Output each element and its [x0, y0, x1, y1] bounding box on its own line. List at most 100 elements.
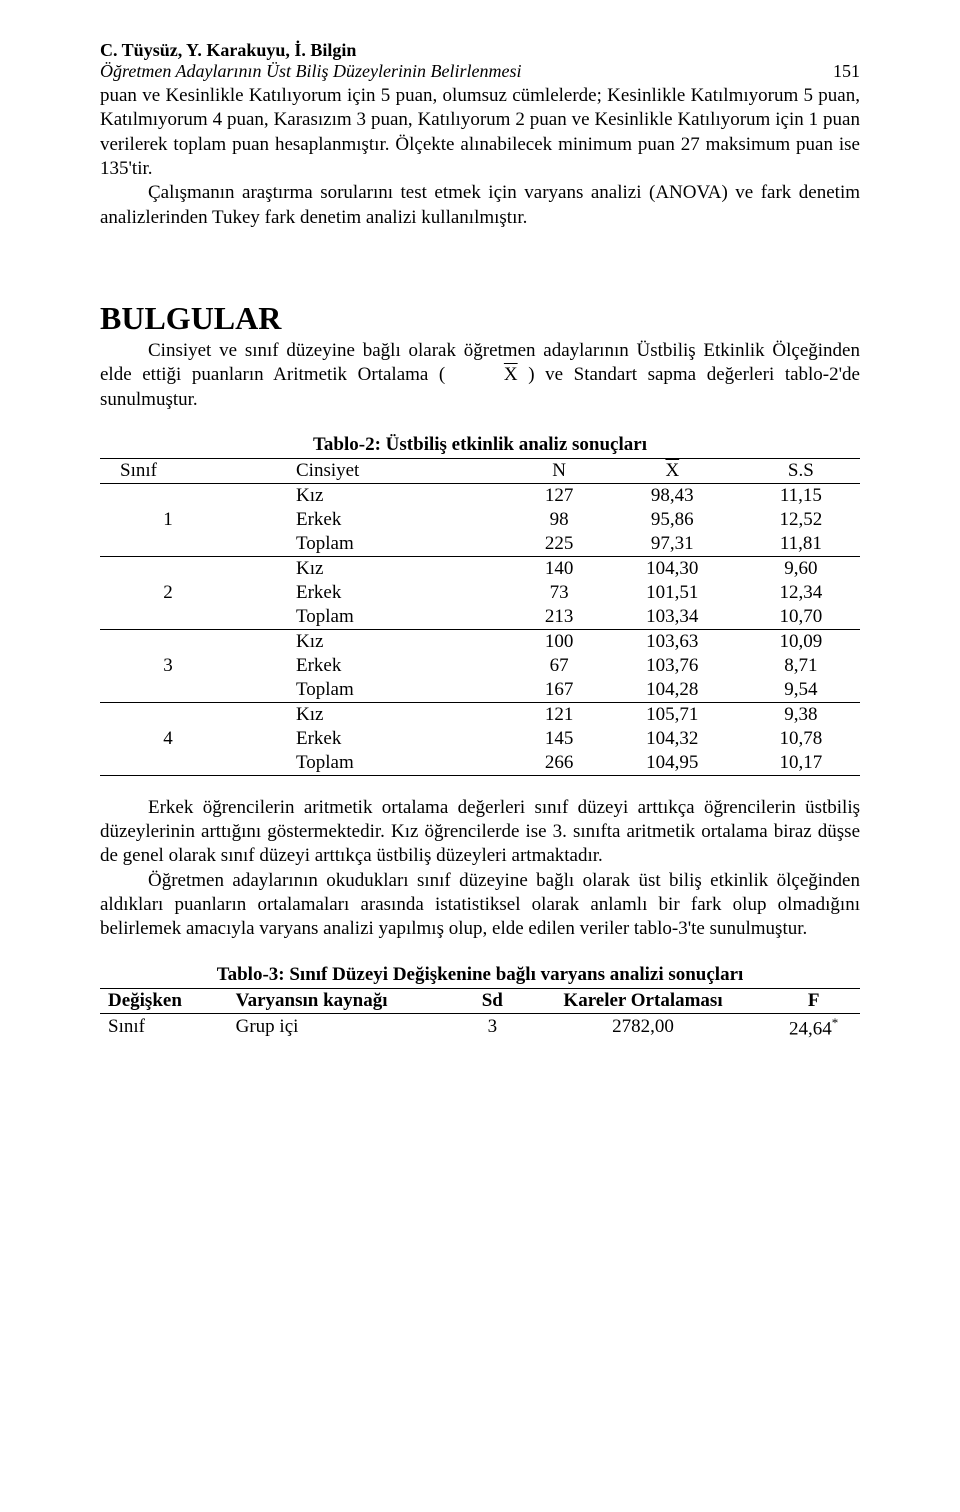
table3-kaynak: Grup içi: [228, 1013, 466, 1041]
xbar-symbol: X: [456, 363, 518, 387]
table2-n: 121: [515, 702, 602, 727]
table-row: Kız100103,6310,09: [100, 629, 860, 654]
table2-h-n: N: [515, 458, 602, 483]
table3: Değişken Varyansın kaynağı Sd Kareler Or…: [100, 988, 860, 1041]
table2-x: 103,63: [603, 629, 742, 654]
table2-x: 95,86: [603, 508, 742, 532]
table-row: 4Erkek145104,3210,78: [100, 727, 860, 751]
table2-ss: 10,78: [742, 727, 860, 751]
table2-sinif-blank: [100, 678, 236, 703]
table2-cinsiyet: Erkek: [236, 727, 515, 751]
table2-n: 100: [515, 629, 602, 654]
table2-sinif-blank: [100, 702, 236, 727]
table2-n: 266: [515, 751, 602, 776]
table2-cinsiyet: Kız: [236, 702, 515, 727]
table2-ss: 9,60: [742, 556, 860, 581]
table-row: Kız140104,309,60: [100, 556, 860, 581]
table3-h-f: F: [767, 988, 860, 1013]
table2-cinsiyet: Toplam: [236, 678, 515, 703]
table-row: 3Erkek67103,768,71: [100, 654, 860, 678]
table2-ss: 10,70: [742, 605, 860, 630]
table2-cinsiyet: Kız: [236, 483, 515, 508]
table2-cinsiyet: Erkek: [236, 508, 515, 532]
table2-x: 104,30: [603, 556, 742, 581]
table-row: Toplam167104,289,54: [100, 678, 860, 703]
table2-x: 97,31: [603, 532, 742, 557]
table-row: Toplam213103,3410,70: [100, 605, 860, 630]
page-container: C. Tüysüz, Y. Karakuyu, İ. Bilgin Öğretm…: [0, 0, 960, 1512]
table2-n: 225: [515, 532, 602, 557]
table2-sinif-blank: [100, 532, 236, 557]
table-row: 2Erkek73101,5112,34: [100, 581, 860, 605]
table2-n: 127: [515, 483, 602, 508]
table2-h-xbar: X: [603, 458, 742, 483]
table2-sinif-blank: [100, 556, 236, 581]
table2-cinsiyet: Toplam: [236, 751, 515, 776]
table2-cinsiyet: Erkek: [236, 654, 515, 678]
table2: Sınıf Cinsiyet N X S.S Kız12798,4311,151…: [100, 458, 860, 776]
table2-ss: 11,81: [742, 532, 860, 557]
table2-cinsiyet: Erkek: [236, 581, 515, 605]
table2-ss: 12,52: [742, 508, 860, 532]
table2-sinif: 1: [100, 508, 236, 532]
table2-x: 104,28: [603, 678, 742, 703]
table2-ss: 9,54: [742, 678, 860, 703]
table2-cinsiyet: Toplam: [236, 532, 515, 557]
table2-caption: Tablo-2: Üstbiliş etkinlik analiz sonuçl…: [100, 434, 860, 456]
page-number: 151: [833, 61, 860, 82]
table-row: Toplam22597,3111,81: [100, 532, 860, 557]
table3-h-kaynak: Varyansın kaynağı: [228, 988, 466, 1013]
table2-x: 105,71: [603, 702, 742, 727]
table3-f: 24,64*: [767, 1013, 860, 1041]
table2-ss: 10,17: [742, 751, 860, 776]
table2-x: 104,32: [603, 727, 742, 751]
header-subtitle-line: Öğretmen Adaylarının Üst Biliş Düzeyleri…: [100, 61, 860, 82]
table2-cinsiyet: Kız: [236, 629, 515, 654]
table2-n: 140: [515, 556, 602, 581]
table2-ss: 11,15: [742, 483, 860, 508]
table3-h-kareler: Kareler Ortalaması: [519, 988, 768, 1013]
table2-cinsiyet: Kız: [236, 556, 515, 581]
table3-h-degisken: Değişken: [100, 988, 228, 1013]
table2-ss: 9,38: [742, 702, 860, 727]
table2-n: 145: [515, 727, 602, 751]
table2-sinif: 2: [100, 581, 236, 605]
header-subtitle: Öğretmen Adaylarının Üst Biliş Düzeyleri…: [100, 61, 521, 82]
section-heading-bulgular: BULGULAR: [100, 300, 860, 337]
header: C. Tüysüz, Y. Karakuyu, İ. Bilgin: [100, 40, 860, 61]
table2-n: 73: [515, 581, 602, 605]
header-authors: C. Tüysüz, Y. Karakuyu, İ. Bilgin: [100, 40, 356, 61]
table2-sinif-blank: [100, 751, 236, 776]
table2-sinif-blank: [100, 483, 236, 508]
table2-n: 98: [515, 508, 602, 532]
table-row: Kız12798,4311,15: [100, 483, 860, 508]
table2-x: 104,95: [603, 751, 742, 776]
table3-h-sd: Sd: [466, 988, 519, 1013]
table-row: 1Erkek9895,8612,52: [100, 508, 860, 532]
table3-kareler: 2782,00: [519, 1013, 768, 1041]
bulgular-paragraph-1: Cinsiyet ve sınıf düzeyine bağlı olarak …: [100, 339, 860, 412]
table3-degisken: Sınıf: [100, 1013, 228, 1041]
table2-h-cinsiyet: Cinsiyet: [236, 458, 515, 483]
paragraph-2: Çalışmanın araştırma sorularını test etm…: [100, 181, 860, 230]
paragraph-4: Öğretmen adaylarının okudukları sınıf dü…: [100, 869, 860, 942]
table2-sinif-blank: [100, 629, 236, 654]
table2-n: 67: [515, 654, 602, 678]
table2-ss: 12,34: [742, 581, 860, 605]
table2-sinif: 3: [100, 654, 236, 678]
table2-cinsiyet: Toplam: [236, 605, 515, 630]
table3-caption: Tablo-3: Sınıf Düzeyi Değişkenine bağlı …: [100, 964, 860, 986]
paragraph-3: Erkek öğrencilerin aritmetik ortalama de…: [100, 796, 860, 869]
table2-n: 167: [515, 678, 602, 703]
body-text-block-1: puan ve Kesinlikle Katılıyorum için 5 pu…: [100, 84, 860, 230]
table-row: Kız121105,719,38: [100, 702, 860, 727]
table2-header-row: Sınıf Cinsiyet N X S.S: [100, 458, 860, 483]
table3-header-row: Değişken Varyansın kaynağı Sd Kareler Or…: [100, 988, 860, 1013]
table3-sd: 3: [466, 1013, 519, 1041]
table2-x: 103,34: [603, 605, 742, 630]
table3-row: Sınıf Grup içi 3 2782,00 24,64*: [100, 1013, 860, 1041]
table2-n: 213: [515, 605, 602, 630]
bulgular-intro: Cinsiyet ve sınıf düzeyine bağlı olarak …: [100, 339, 860, 412]
table2-ss: 10,09: [742, 629, 860, 654]
table2-ss: 8,71: [742, 654, 860, 678]
